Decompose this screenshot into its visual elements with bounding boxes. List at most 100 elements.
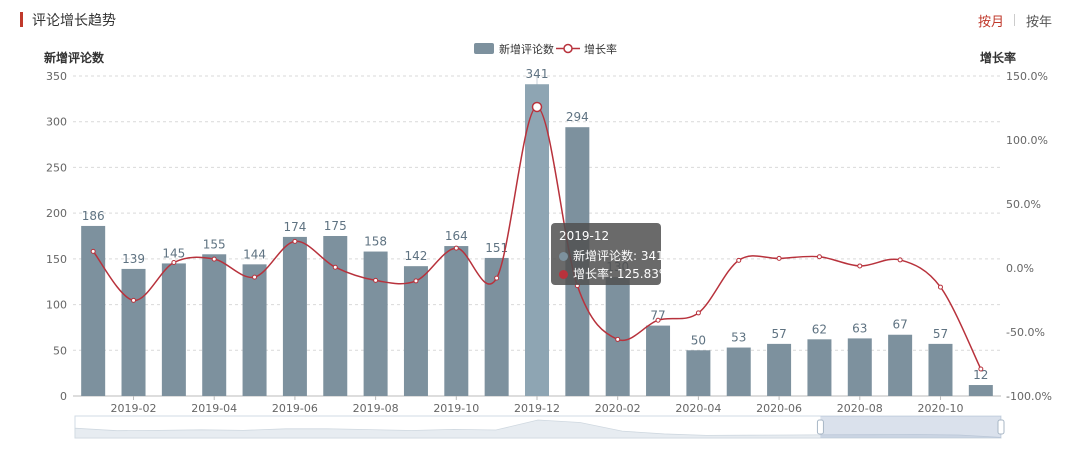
line-point <box>615 336 621 342</box>
bar <box>605 277 630 396</box>
bar <box>686 350 711 396</box>
bar <box>807 339 832 396</box>
tooltip-series1-label: 新增评论数 <box>573 249 634 263</box>
bar <box>282 236 307 396</box>
x-tick-label: 2019-12 <box>514 402 560 415</box>
toggle-by-month[interactable]: 按月 <box>978 15 1005 30</box>
line-point <box>252 274 258 280</box>
legend-line-label: 增长率 <box>584 42 617 56</box>
line-point <box>413 278 419 284</box>
legend-line-marker <box>563 43 573 54</box>
line-point <box>897 257 903 263</box>
tooltip-series1-value: 341 <box>640 249 664 263</box>
line-point <box>816 254 822 260</box>
bar <box>323 236 348 396</box>
bar-value-label: 341 <box>526 67 549 81</box>
line-point <box>655 317 661 323</box>
bar-value-label: 57 <box>771 327 786 341</box>
line-point <box>978 366 984 372</box>
y-left-tick-label: 50 <box>53 344 67 357</box>
bar <box>767 343 792 396</box>
y-right-tick-label: -100.0% <box>1006 390 1052 403</box>
bar-value-label: 186 <box>82 209 105 223</box>
bar-value-label: 155 <box>203 237 226 251</box>
bar-value-label: 139 <box>122 252 145 266</box>
toggle-by-year[interactable]: 按年 <box>1026 15 1053 30</box>
bar-value-label: 12 <box>973 368 988 382</box>
bar <box>484 257 509 396</box>
bar <box>81 225 106 396</box>
tooltip-line-dot-icon <box>559 270 568 279</box>
bar-value-label: 50 <box>691 333 706 347</box>
bar <box>121 268 146 396</box>
bar <box>847 338 872 396</box>
y-left-tick-label: 250 <box>46 161 67 174</box>
x-tick-label: 2020-04 <box>675 402 721 415</box>
line-point <box>131 297 137 303</box>
bar <box>646 325 671 396</box>
y-left-tick-label: 150 <box>46 253 67 266</box>
zoom-slider-handle <box>816 419 824 435</box>
bar <box>202 254 227 396</box>
legend-bar-label: 新增评论数 <box>499 42 554 56</box>
bar <box>403 266 428 396</box>
y-right-tick-label: 0.0% <box>1006 262 1034 275</box>
bar-value-label: 62 <box>812 322 827 336</box>
bar-value-label: 144 <box>243 247 266 261</box>
right-axis-title: 增长率 <box>980 50 1016 65</box>
line-point <box>531 101 543 113</box>
x-tick-label: 2020-06 <box>756 402 802 415</box>
line-point <box>171 259 177 265</box>
y-left-tick-label: 100 <box>46 299 67 312</box>
bar-value-label: 63 <box>852 321 867 335</box>
line-point <box>695 310 701 316</box>
x-tick-label: 2019-06 <box>272 402 318 415</box>
bar-value-label: 67 <box>892 318 907 332</box>
bar-value-label: 151 <box>485 241 508 255</box>
bar-value-label: 145 <box>162 246 185 260</box>
line-point <box>453 245 459 251</box>
bar <box>161 263 186 396</box>
y-right-tick-label: 50.0% <box>1006 198 1041 211</box>
bar <box>525 84 549 396</box>
bar <box>444 246 469 396</box>
bar <box>726 347 751 396</box>
line-point <box>373 277 379 283</box>
bar <box>888 334 913 396</box>
y-left-tick-label: 350 <box>46 70 67 83</box>
line-point <box>736 257 742 263</box>
y-left-tick-label: 200 <box>46 207 67 220</box>
header: 评论增长趋势 按月 按年 <box>0 0 1080 40</box>
zoom-slider-preview <box>74 419 1002 439</box>
bar-value-label: 164 <box>445 229 468 243</box>
y-left-tick-label: 300 <box>46 116 67 129</box>
bar-value-label: 174 <box>283 220 306 234</box>
x-tick-label: 2019-04 <box>191 402 237 415</box>
line-point <box>857 263 863 269</box>
tooltip-row-growth: 增长率: 125.83% <box>559 265 670 282</box>
toggle-divider <box>1014 14 1015 26</box>
bar-value-label: 158 <box>364 235 387 249</box>
tooltip-row-comments: 新增评论数: 341 <box>559 247 664 264</box>
zoom-slider-selection <box>820 416 1001 438</box>
line-point <box>332 264 338 270</box>
line-point <box>776 255 782 261</box>
x-tick-label: 2019-08 <box>353 402 399 415</box>
bar-value-label: 142 <box>405 249 428 263</box>
line-point <box>90 248 96 254</box>
line-point <box>292 238 298 244</box>
x-tick-label: 2020-10 <box>917 402 963 415</box>
x-tick-label: 2020-08 <box>837 402 883 415</box>
x-tick-label: 2019-10 <box>433 402 479 415</box>
legend-bar-swatch <box>474 43 494 54</box>
y-right-tick-label: 150.0% <box>1006 70 1048 83</box>
bar <box>928 343 953 396</box>
chart-title: 评论增长趋势 <box>32 13 116 29</box>
bar <box>968 385 993 396</box>
bar-value-label: 175 <box>324 219 347 233</box>
bar <box>242 264 267 396</box>
line-point <box>211 256 217 262</box>
chart-tooltip: 2019-12 新增评论数: 341 增长率: 125.83% <box>551 223 670 285</box>
bar-value-label: 53 <box>731 331 746 345</box>
